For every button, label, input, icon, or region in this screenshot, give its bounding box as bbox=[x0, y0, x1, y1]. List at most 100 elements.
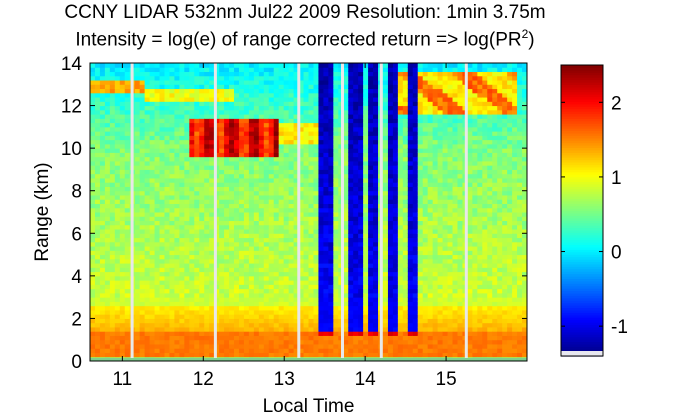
heatmap-cell bbox=[184, 254, 190, 260]
heatmap-cell bbox=[119, 139, 126, 145]
heatmap-cell bbox=[99, 322, 106, 328]
heatmap-cell bbox=[253, 275, 260, 281]
heatmap-cell bbox=[308, 314, 314, 319]
heatmap-cell bbox=[253, 305, 260, 311]
heatmap-cell bbox=[224, 84, 230, 90]
heatmap-cell bbox=[253, 88, 260, 94]
heatmap-cell bbox=[318, 84, 324, 90]
heatmap-cell bbox=[382, 126, 389, 132]
heatmap-cell bbox=[273, 165, 280, 170]
heatmap-cell bbox=[119, 190, 126, 196]
heatmap-cell bbox=[164, 288, 170, 294]
heatmap-cell bbox=[358, 148, 364, 153]
heatmap-cell bbox=[432, 71, 439, 77]
heatmap-cell bbox=[174, 297, 180, 302]
heatmap-cell bbox=[288, 182, 295, 187]
heatmap-cell bbox=[407, 148, 414, 153]
heatmap-cell bbox=[288, 229, 295, 234]
heatmap-cell bbox=[248, 88, 255, 94]
heatmap-cell bbox=[432, 97, 439, 102]
heatmap-cell bbox=[293, 263, 300, 268]
heatmap-cell bbox=[283, 88, 290, 94]
heatmap-cell bbox=[94, 160, 101, 166]
heatmap-cell bbox=[363, 122, 369, 128]
heatmap-cell bbox=[139, 114, 146, 119]
heatmap-cell bbox=[343, 275, 349, 281]
heatmap-cell bbox=[164, 343, 170, 349]
heatmap-cell bbox=[104, 131, 111, 136]
heatmap-cell bbox=[382, 101, 389, 107]
heatmap-cell bbox=[333, 224, 339, 230]
heatmap-cell bbox=[124, 305, 131, 311]
heatmap-cell bbox=[224, 143, 230, 149]
heatmap-cell bbox=[179, 335, 185, 341]
heatmap-cell bbox=[407, 246, 414, 251]
heatmap-cell bbox=[402, 122, 409, 128]
heatmap-cell bbox=[194, 194, 200, 200]
heatmap-cell bbox=[104, 322, 111, 328]
heatmap-cell bbox=[169, 84, 175, 90]
heatmap-cell bbox=[333, 169, 339, 175]
heatmap-cell bbox=[308, 241, 314, 247]
heatmap-cell bbox=[144, 109, 151, 115]
heatmap-cell bbox=[308, 173, 314, 179]
heatmap-cell bbox=[169, 139, 175, 145]
heatmap-cell bbox=[238, 139, 245, 145]
heatmap-cell bbox=[303, 301, 309, 307]
heatmap-cell bbox=[119, 284, 126, 290]
heatmap-cell bbox=[323, 331, 329, 336]
heatmap-cell bbox=[90, 135, 96, 141]
heatmap-cell bbox=[273, 258, 280, 264]
heatmap-cell bbox=[397, 143, 404, 149]
heatmap-cell bbox=[263, 109, 270, 115]
heatmap-cell bbox=[392, 348, 399, 353]
heatmap-cell bbox=[368, 173, 374, 179]
heatmap-cell bbox=[149, 71, 156, 77]
heatmap-cell bbox=[363, 148, 369, 153]
heatmap-cell bbox=[343, 67, 349, 73]
heatmap-cell bbox=[278, 109, 285, 115]
heatmap-cell bbox=[363, 263, 369, 268]
heatmap-cell bbox=[204, 131, 210, 136]
heatmap-cell bbox=[437, 305, 444, 311]
heatmap-cell bbox=[417, 194, 424, 200]
heatmap-cell bbox=[432, 160, 439, 166]
heatmap-cell bbox=[427, 92, 434, 98]
heatmap-cell bbox=[243, 63, 250, 68]
heatmap-cell bbox=[184, 339, 190, 345]
heatmap-cell bbox=[238, 331, 245, 336]
heatmap-cell bbox=[124, 109, 131, 115]
heatmap-cell bbox=[204, 165, 210, 170]
heatmap-cell bbox=[104, 297, 111, 302]
heatmap-cell bbox=[288, 67, 295, 73]
heatmap-cell bbox=[219, 109, 225, 115]
heatmap-cell bbox=[397, 182, 404, 187]
heatmap-cell bbox=[134, 131, 141, 136]
heatmap-cell bbox=[194, 101, 200, 107]
heatmap-cell bbox=[99, 288, 106, 294]
heatmap-cell bbox=[253, 169, 260, 175]
heatmap-cell bbox=[243, 71, 250, 77]
heatmap-cell bbox=[164, 131, 170, 136]
heatmap-cell bbox=[248, 229, 255, 234]
heatmap-cell bbox=[189, 165, 195, 170]
heatmap-cell bbox=[432, 297, 439, 302]
heatmap-cell bbox=[288, 271, 295, 277]
heatmap-cell bbox=[437, 237, 444, 243]
heatmap-cell bbox=[318, 305, 324, 311]
heatmap-cell bbox=[273, 126, 280, 132]
heatmap-cell bbox=[174, 284, 180, 290]
heatmap-cell bbox=[199, 131, 205, 136]
heatmap-cell bbox=[402, 212, 409, 217]
heatmap-cell bbox=[189, 122, 195, 128]
heatmap-cell bbox=[283, 156, 290, 162]
heatmap-cell bbox=[164, 80, 170, 85]
heatmap-cell bbox=[159, 126, 165, 132]
heatmap-cell bbox=[234, 186, 240, 192]
heatmap-cell bbox=[353, 194, 359, 200]
heatmap-cell bbox=[164, 212, 170, 217]
heatmap-cell bbox=[258, 292, 265, 298]
heatmap-cell bbox=[397, 71, 404, 77]
heatmap-cell bbox=[199, 241, 205, 247]
heatmap-cell bbox=[194, 122, 200, 128]
